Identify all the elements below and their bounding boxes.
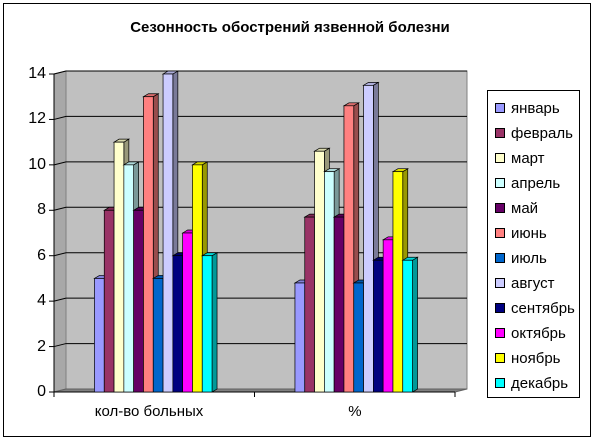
legend-swatch: [495, 278, 505, 288]
bar-front: [113, 141, 125, 393]
legend-item: март: [495, 148, 545, 168]
bar-front: [343, 105, 355, 393]
bar-front: [201, 255, 213, 393]
legend-swatch: [495, 328, 505, 338]
legend-swatch: [495, 378, 505, 388]
gridline: [53, 161, 467, 166]
chart-legend: январь февраль март апрель май июнь июль август…: [487, 90, 580, 398]
legend-item: август: [495, 273, 554, 293]
bar: [200, 252, 219, 393]
chart-title: Сезонность обострений язвенной болезни: [130, 19, 450, 36]
legend-item: май: [495, 198, 538, 218]
legend-label: август: [511, 274, 555, 292]
bar-front: [152, 278, 164, 393]
y-tick-label: 0: [37, 383, 46, 400]
legend-item: июнь: [495, 223, 547, 243]
legend-label: ноябрь: [511, 349, 561, 367]
legend-label: июль: [511, 249, 547, 267]
bar-front: [182, 232, 193, 393]
legend-swatch: [495, 103, 505, 113]
x-category-label: %: [348, 403, 362, 420]
bar-front: [333, 216, 345, 393]
legend-item: январь: [495, 98, 560, 118]
legend-label: июнь: [511, 224, 547, 242]
legend-label: январь: [511, 99, 560, 117]
bar-front: [294, 282, 306, 393]
legend-label: апрель: [511, 174, 561, 192]
legend-label: май: [511, 199, 539, 217]
legend-item: июль: [495, 248, 547, 268]
bar: [401, 256, 419, 393]
y-tick-label: 4: [37, 292, 46, 310]
y-tick-label: 8: [37, 201, 46, 219]
y-tick-label: 2: [37, 337, 46, 355]
legend-label: октябрь: [511, 324, 566, 342]
bar-front: [382, 239, 394, 393]
legend-swatch: [495, 203, 505, 213]
bar-front: [192, 164, 203, 393]
bar-front: [363, 85, 374, 393]
legend-label: март: [511, 149, 545, 167]
y-tick-label: 10: [28, 155, 46, 173]
legend-swatch: [495, 253, 505, 263]
legend-label: февраль: [511, 124, 573, 142]
bar-side: [412, 256, 418, 393]
y-tick-label: 6: [37, 246, 46, 264]
y-tick-label: 12: [28, 110, 46, 128]
legend-item: ноябрь: [495, 348, 561, 368]
bar-front: [143, 96, 154, 393]
legend-item: сентябрь: [495, 298, 575, 318]
y-tick-label: 14: [28, 65, 46, 82]
legend-item: февраль: [495, 123, 573, 143]
x-category-label: кол-во больных: [94, 403, 204, 420]
legend-swatch: [495, 353, 505, 363]
bar-side: [211, 252, 218, 393]
legend-swatch: [495, 228, 505, 238]
legend-swatch: [495, 128, 505, 138]
bar-front: [324, 171, 335, 393]
bar-front: [402, 259, 413, 393]
gridline: [53, 115, 467, 120]
bar-front: [172, 255, 184, 393]
legend-swatch: [495, 153, 505, 163]
gridline: [53, 70, 467, 75]
bar-front: [373, 259, 384, 393]
legend-swatch: [495, 178, 505, 188]
bar-front: [123, 164, 134, 393]
legend-swatch: [495, 303, 505, 313]
bar-front: [133, 209, 144, 393]
legend-item: апрель: [495, 173, 560, 193]
bar-front: [392, 171, 404, 393]
legend-item: октябрь: [495, 323, 566, 343]
bar-front: [162, 73, 174, 393]
legend-label: сентябрь: [511, 299, 575, 317]
legend-label: декабрь: [511, 374, 569, 392]
bar-front: [353, 282, 364, 393]
legend-item: декабрь: [495, 373, 568, 393]
bar-front: [103, 209, 115, 393]
bar-front: [94, 278, 105, 393]
bar-front: [314, 150, 325, 393]
bar-front: [304, 216, 315, 393]
